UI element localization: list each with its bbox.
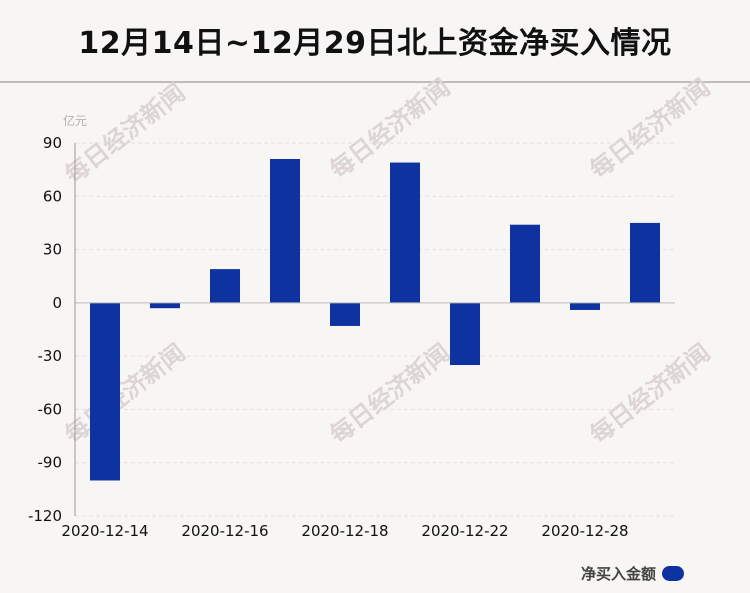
legend: 净买入金额: [581, 563, 684, 584]
x-axis-ticks: 2020-12-14 2020-12-16 2020-12-18 2020-12-22…: [61, 522, 628, 540]
title-divider: [0, 81, 750, 83]
bar: [510, 224, 540, 303]
bar: [90, 302, 120, 481]
bar: [450, 302, 480, 366]
watermark-text: 每日经济新闻: [324, 338, 455, 450]
y-tick-label: 0: [52, 294, 62, 312]
watermark-text: 每日经济新闻: [584, 73, 715, 185]
x-tick-label: 2020-12-14: [61, 522, 148, 540]
grid-lines: [75, 142, 675, 517]
bar: [330, 302, 360, 326]
x-tick-label: 2020-12-22: [421, 522, 508, 540]
bar: [150, 302, 180, 309]
watermark-text: 每日经济新闻: [59, 78, 190, 190]
bar: [390, 162, 420, 303]
y-tick-label: 90: [43, 134, 62, 152]
watermark-text: 每日经济新闻: [584, 338, 715, 450]
y-axis-unit: 亿元: [63, 113, 87, 128]
chart-title: 12月14日~12月29日北上资金净买入情况: [78, 26, 672, 61]
y-tick-label: -90: [38, 454, 63, 472]
x-tick-label: 2020-12-16: [181, 522, 268, 540]
bar: [270, 158, 300, 303]
y-tick-label: 60: [43, 187, 62, 205]
watermark-text: 每日经济新闻: [59, 338, 190, 450]
legend-label: 净买入金额: [580, 565, 656, 583]
bar: [210, 269, 240, 303]
bar: [630, 222, 660, 303]
bar: [570, 302, 600, 310]
y-tick-label: -30: [38, 347, 63, 365]
watermark-text: 每日经济新闻: [324, 73, 455, 185]
y-axis-ticks: 90 60 30 0 -30 -60 -90 -120: [28, 134, 62, 525]
y-tick-label: -60: [38, 400, 63, 418]
bars: [90, 158, 660, 481]
legend-swatch: [662, 566, 684, 581]
x-tick-label: 2020-12-28: [541, 522, 628, 540]
y-tick-label: 30: [43, 241, 62, 259]
x-tick-label: 2020-12-18: [301, 522, 388, 540]
y-tick-label: -120: [28, 507, 62, 525]
